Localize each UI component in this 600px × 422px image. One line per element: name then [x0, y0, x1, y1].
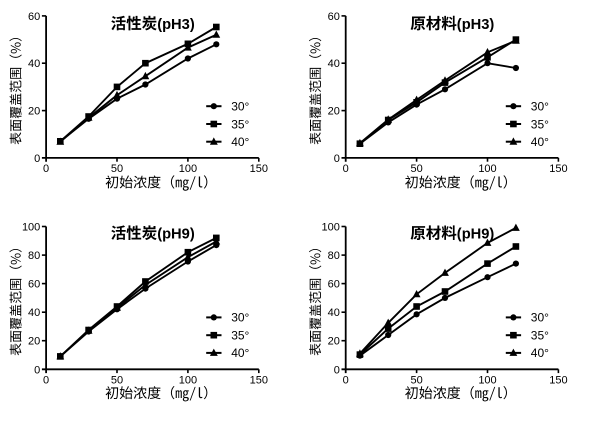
svg-text:30°: 30° [231, 311, 249, 325]
svg-text:30°: 30° [531, 311, 549, 325]
svg-text:35°: 35° [231, 329, 249, 343]
svg-text:40°: 40° [231, 346, 249, 360]
svg-text:100: 100 [322, 222, 340, 234]
svg-text:40°: 40° [231, 135, 249, 149]
svg-text:40: 40 [28, 307, 40, 319]
svg-text:150: 150 [250, 163, 268, 175]
svg-text:(pH9): (pH9) [157, 227, 195, 243]
svg-text:50: 50 [111, 375, 123, 387]
svg-text:100: 100 [179, 375, 197, 387]
svg-text:35°: 35° [231, 117, 249, 131]
svg-text:40°: 40° [531, 346, 549, 360]
svg-text:50: 50 [410, 375, 422, 387]
svg-text:0: 0 [334, 153, 340, 165]
svg-text:80: 80 [28, 250, 40, 262]
svg-text:(pH9): (pH9) [457, 227, 495, 243]
svg-text:100: 100 [179, 163, 197, 175]
svg-text:60: 60 [328, 11, 340, 23]
svg-text:0: 0 [343, 163, 349, 175]
svg-text:60: 60 [328, 279, 340, 291]
svg-text:20: 20 [328, 336, 340, 348]
svg-text:40: 40 [28, 58, 40, 70]
svg-text:40: 40 [328, 307, 340, 319]
svg-text:60: 60 [28, 11, 40, 23]
svg-text:0: 0 [343, 375, 349, 387]
svg-text:100: 100 [22, 222, 40, 234]
svg-text:40°: 40° [531, 135, 549, 149]
svg-text:20: 20 [28, 336, 40, 348]
svg-text:(pH3): (pH3) [457, 17, 495, 33]
svg-text:0: 0 [334, 364, 340, 376]
svg-text:50: 50 [410, 163, 422, 175]
svg-text:35°: 35° [531, 329, 549, 343]
svg-text:0: 0 [34, 364, 40, 376]
svg-text:20: 20 [328, 106, 340, 118]
svg-text:80: 80 [328, 250, 340, 262]
svg-text:(pH3): (pH3) [157, 17, 195, 33]
svg-text:40: 40 [328, 58, 340, 70]
svg-text:0: 0 [43, 375, 49, 387]
svg-text:150: 150 [549, 163, 567, 175]
svg-text:150: 150 [549, 375, 567, 387]
svg-text:100: 100 [478, 375, 496, 387]
svg-text:20: 20 [28, 106, 40, 118]
svg-text:30°: 30° [531, 100, 549, 114]
svg-text:35°: 35° [531, 117, 549, 131]
svg-text:100: 100 [478, 163, 496, 175]
svg-text:0: 0 [34, 153, 40, 165]
svg-text:0: 0 [43, 163, 49, 175]
svg-text:30°: 30° [231, 100, 249, 114]
svg-text:150: 150 [250, 375, 268, 387]
svg-text:50: 50 [111, 163, 123, 175]
svg-text:60: 60 [28, 279, 40, 291]
